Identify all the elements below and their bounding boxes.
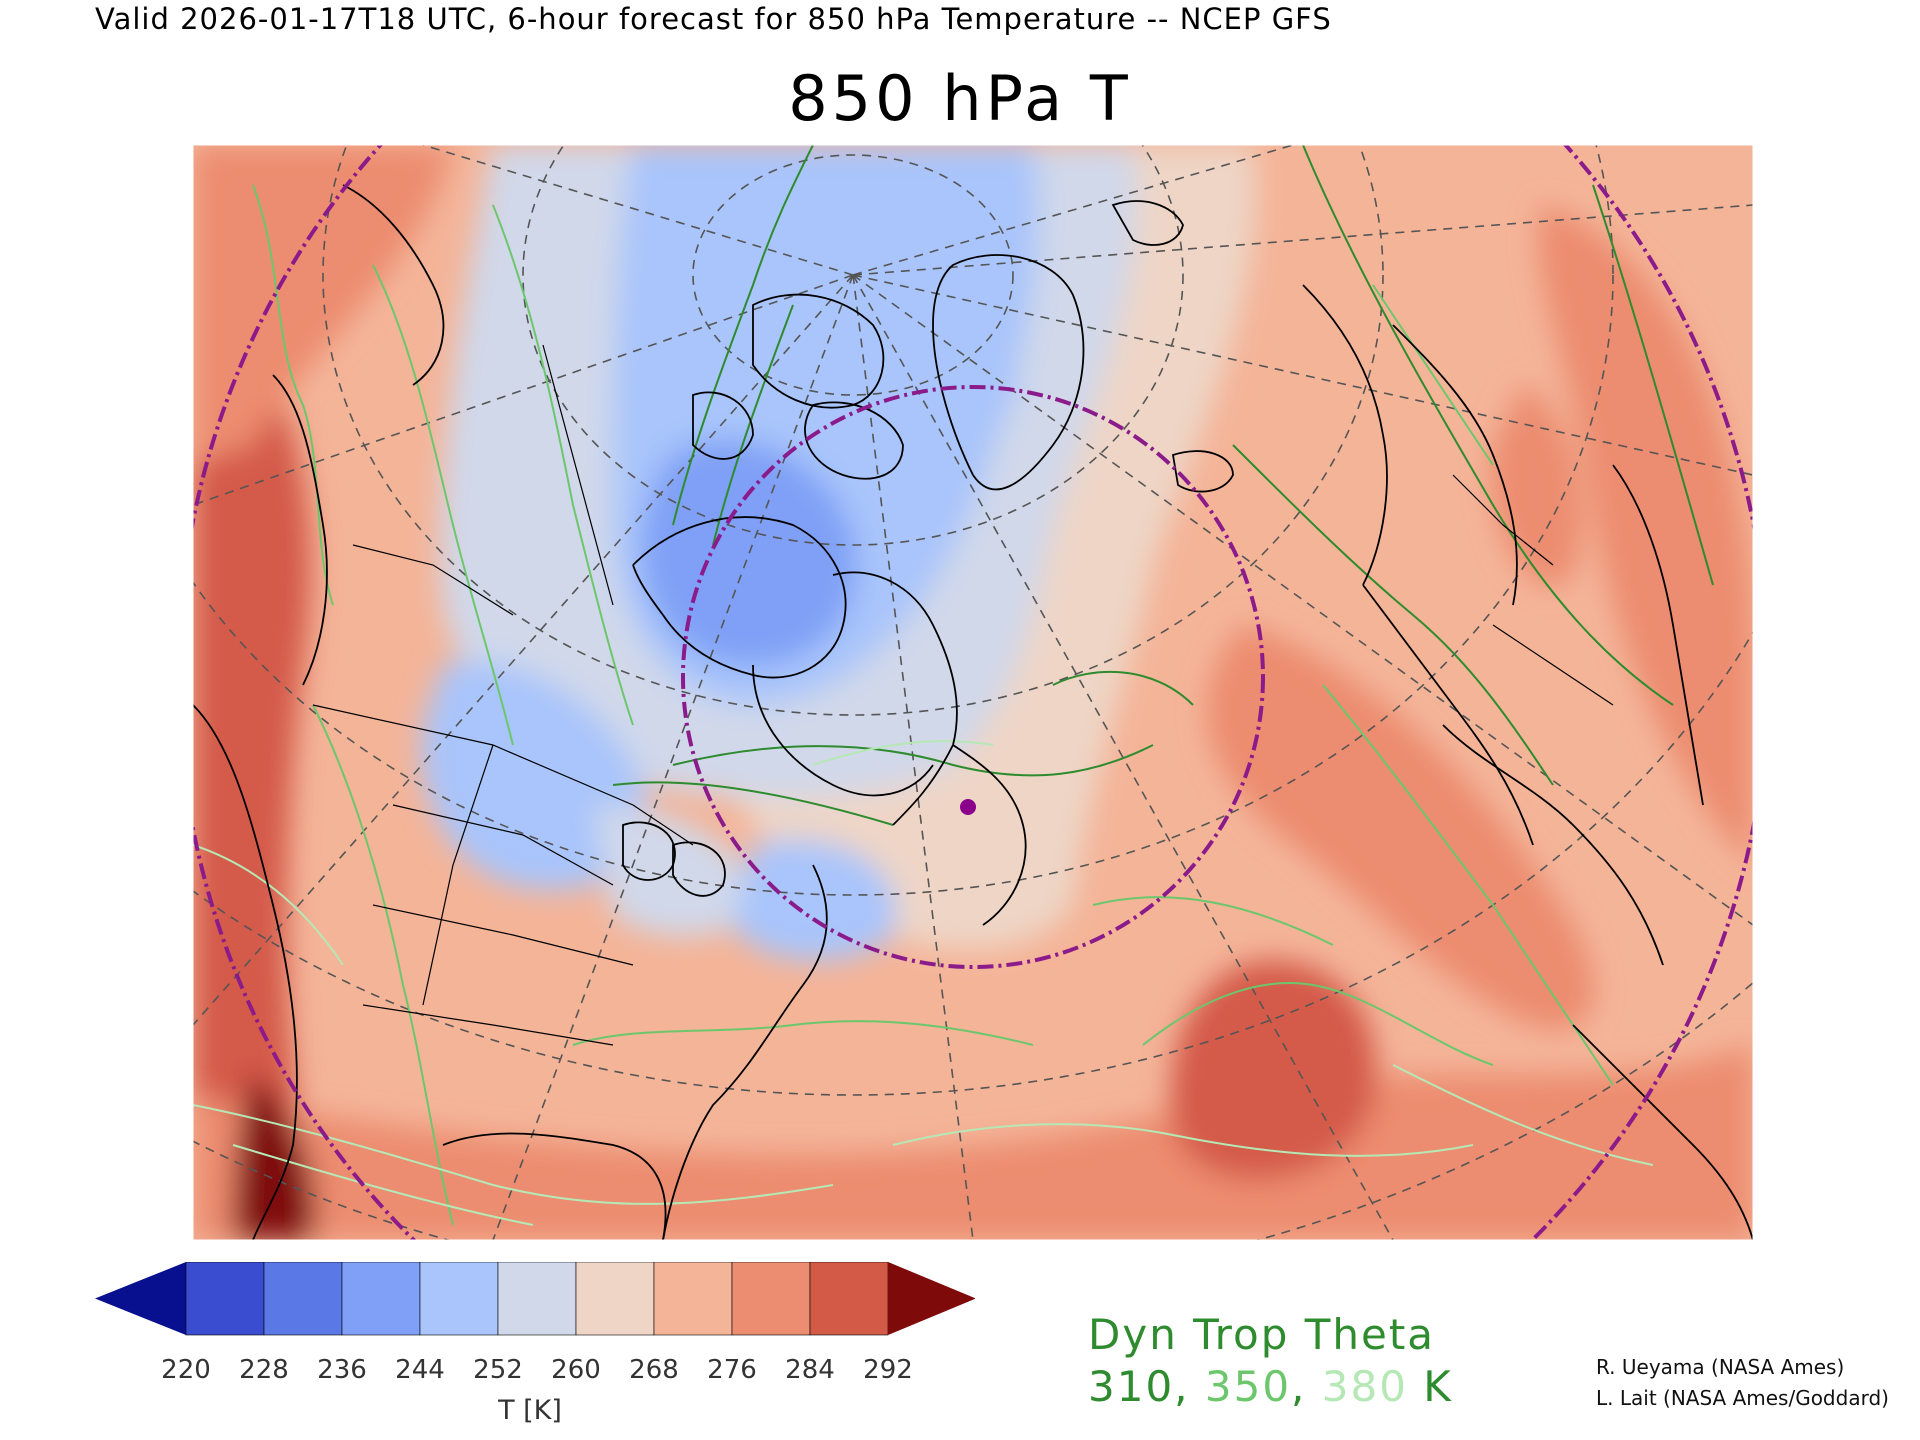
- temperature-map: [193, 145, 1753, 1240]
- contour-380: [193, 740, 1654, 1226]
- legend-separator: ,: [1174, 1362, 1205, 1411]
- colorbar-bin: [185, 1262, 265, 1336]
- valid-time-header: Valid 2026-01-17T18 UTC, 6-hour forecast…: [95, 2, 1332, 36]
- colorbar-bin: [263, 1262, 343, 1336]
- colorbar-bin: [341, 1262, 421, 1336]
- colorbar-bin: [731, 1262, 811, 1336]
- credit-line: L. Lait (NASA Ames/Goddard): [1596, 1386, 1889, 1410]
- legend-title: Dyn Trop Theta: [1088, 1310, 1436, 1359]
- inner-ring: [681, 385, 1265, 969]
- colorbar-bin: [653, 1262, 733, 1336]
- colorbar-bin: [419, 1262, 499, 1336]
- contour-310: [612, 145, 1714, 826]
- location-marker: [960, 799, 976, 815]
- colorbar: [95, 1262, 975, 1336]
- coastlines: [193, 184, 1753, 1240]
- colorbar-tick: 228: [239, 1355, 289, 1385]
- plot-title: 850 hPa T: [788, 62, 1132, 135]
- legend-separator: ,: [1291, 1362, 1322, 1411]
- colorbar-tick: 292: [863, 1355, 913, 1385]
- legend-unit: K: [1407, 1362, 1453, 1411]
- colorbar-tick: 284: [785, 1355, 835, 1385]
- credits: R. Ueyama (NASA Ames) L. Lait (NASA Ames…: [1596, 1352, 1889, 1414]
- colorbar-over-arrow: [888, 1262, 975, 1335]
- colorbar-bin: [497, 1262, 577, 1336]
- legend-values: 310, 350, 380 K: [1088, 1362, 1453, 1411]
- colorbar-tick: 268: [629, 1355, 679, 1385]
- colorbar-tick: 252: [473, 1355, 523, 1385]
- borders: [312, 344, 1614, 1046]
- credit-line: R. Ueyama (NASA Ames): [1596, 1355, 1845, 1379]
- colorbar-under-arrow: [95, 1262, 186, 1335]
- colorbar-tick: 276: [707, 1355, 757, 1385]
- graticule: [193, 145, 1753, 1240]
- legend-value-350: 350: [1204, 1362, 1292, 1411]
- colorbar-tick: 244: [395, 1355, 445, 1385]
- colorbar-bin: [809, 1262, 889, 1336]
- colorbar-bin: [575, 1262, 655, 1336]
- colorbar-label: T [K]: [498, 1395, 562, 1426]
- colorbar-tick: 236: [317, 1355, 367, 1385]
- colorbar-tick: 260: [551, 1355, 601, 1385]
- legend-value-380: 380: [1321, 1362, 1408, 1411]
- legend-value-310: 310: [1088, 1362, 1175, 1411]
- colorbar-tick: 220: [161, 1355, 211, 1385]
